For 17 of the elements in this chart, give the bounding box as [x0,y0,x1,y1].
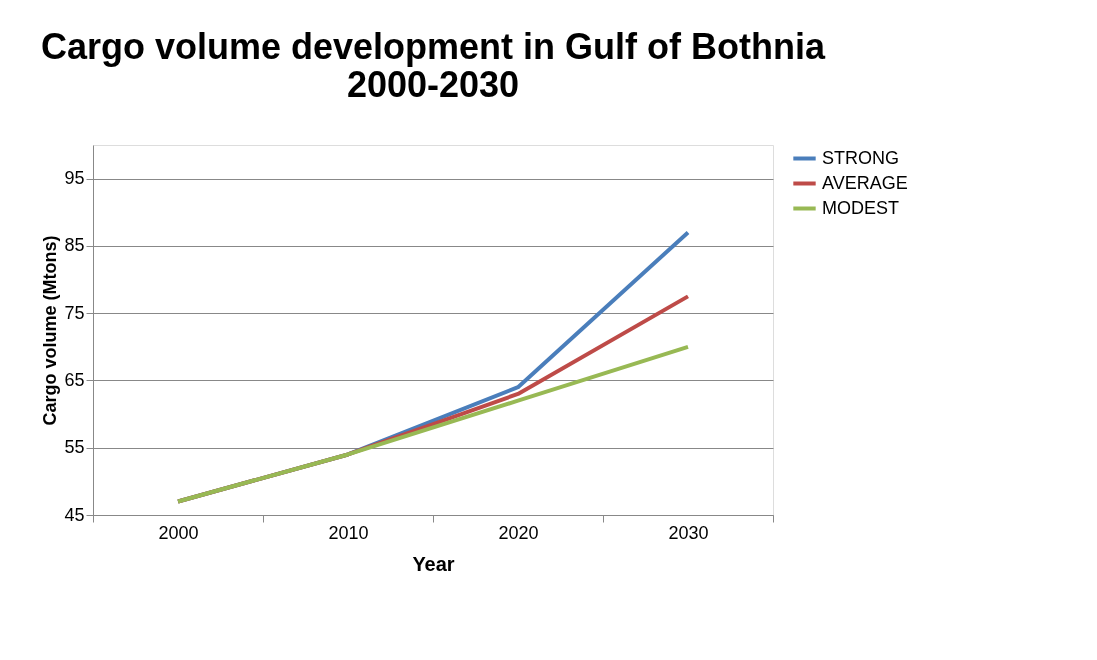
y-tick-label: 85 [64,235,85,256]
line-series [176,344,690,504]
y-axis-title: Cargo volume (Mtons) [40,235,61,426]
y-tick-label: 95 [64,168,85,189]
legend-label: MODEST [822,197,900,218]
x-tick-label: 2000 [158,522,199,543]
legend-label: AVERAGE [822,172,908,193]
x-axis-title: Year [412,552,455,575]
legend-label: STRONG [822,147,900,168]
y-tick-label: 45 [64,504,85,525]
y-tick-label: 55 [64,437,85,458]
x-tick-label: 2020 [498,522,539,543]
y-tick-label: 65 [64,369,85,390]
x-tick-label: 2010 [328,522,369,543]
y-tick-label: 75 [64,302,85,323]
chart-title: Cargo volume development in Gulf of Bothnia 2000-2030 [40,26,826,105]
x-tick-label: 2030 [668,522,709,543]
